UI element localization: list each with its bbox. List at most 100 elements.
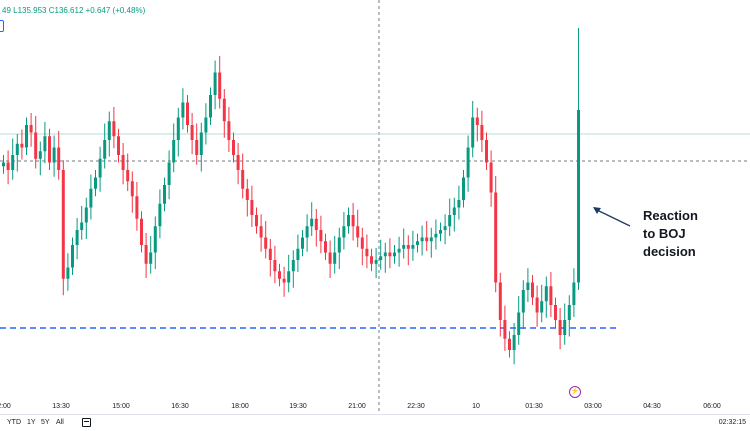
candle-body	[310, 218, 314, 227]
x-tick-label: 04:30	[643, 403, 661, 410]
candle-body	[117, 136, 120, 155]
candle-body	[374, 260, 378, 264]
candle-body	[199, 132, 203, 155]
candle-body	[34, 132, 38, 159]
ohlc-legend: 49 L135.953 C136.612 +0.647 (+0.48%)	[2, 6, 146, 15]
candle-body	[402, 245, 406, 249]
candle-body	[531, 282, 534, 298]
candle-body	[15, 143, 19, 155]
clock-readout: 02:32:15	[718, 419, 746, 426]
candle-body	[84, 207, 88, 223]
candle-body	[296, 248, 300, 260]
candle-body	[2, 162, 5, 167]
annotation-line: Reaction	[643, 208, 698, 223]
candle-body	[425, 237, 429, 242]
candle-body	[577, 110, 580, 283]
candle-body	[112, 121, 116, 137]
candle-body	[43, 136, 47, 152]
candle-body	[526, 282, 530, 290]
candle-body	[186, 102, 189, 125]
candle-body	[268, 248, 272, 260]
candle-body	[149, 252, 153, 264]
candle-body	[232, 140, 235, 155]
x-tick-label: 2:00	[0, 403, 11, 410]
candle-body	[236, 155, 240, 170]
legend-toggle-icon[interactable]	[0, 20, 4, 32]
candle-body	[406, 245, 410, 249]
range-ytd-button[interactable]: YTD	[7, 419, 21, 426]
candle-body	[383, 252, 387, 257]
candle-body	[255, 215, 258, 227]
candle-body	[462, 177, 465, 200]
candle-body	[126, 170, 130, 182]
candle-body	[448, 215, 452, 227]
candle-body	[6, 162, 10, 170]
candle-body	[489, 162, 493, 193]
candle-body	[567, 305, 571, 320]
candle-body	[388, 252, 392, 257]
candle-body	[140, 218, 143, 245]
candle-body	[241, 170, 245, 189]
candle-body	[172, 140, 176, 163]
x-tick-label: 10	[472, 403, 480, 410]
candle-body	[259, 226, 263, 238]
candle-body	[204, 117, 208, 133]
candle-body	[429, 237, 433, 242]
candle-body	[135, 196, 139, 219]
x-tick-label: 01:30	[525, 403, 543, 410]
candle-body	[195, 140, 199, 155]
candle-body	[222, 98, 226, 122]
candle-body	[494, 192, 498, 283]
candle-body	[379, 256, 383, 260]
candle-body	[305, 226, 309, 238]
candle-body	[319, 230, 323, 242]
candle-body	[512, 335, 516, 350]
candle-body	[324, 241, 327, 253]
x-tick-label: 19:30	[289, 403, 307, 410]
candle-body	[61, 170, 65, 279]
candle-body	[549, 286, 553, 305]
range-all-button[interactable]: All	[56, 419, 64, 426]
annotation-line: decision	[643, 244, 696, 259]
calendar-icon[interactable]	[82, 418, 91, 427]
candle-body	[48, 136, 51, 163]
candle-body	[144, 245, 148, 264]
range-1y-button[interactable]: 1Y	[27, 419, 36, 426]
annotation-line: to BOJ	[643, 226, 686, 241]
candle-body	[370, 256, 373, 264]
candle-body	[554, 305, 557, 320]
candle-body	[52, 147, 56, 163]
candle-body	[287, 271, 291, 283]
candle-body	[190, 125, 194, 140]
candle-body	[457, 200, 461, 208]
candle-body	[397, 248, 401, 253]
candle-body	[227, 121, 231, 140]
candle-body	[466, 147, 470, 178]
candle-body	[176, 117, 180, 140]
candle-body	[98, 158, 102, 178]
x-tick-label: 16:30	[171, 403, 189, 410]
candle-body	[130, 181, 134, 197]
candle-body	[250, 200, 254, 215]
candle-body	[434, 233, 438, 238]
candle-body	[121, 155, 125, 170]
candle-body	[521, 290, 525, 313]
candle-body	[517, 312, 521, 335]
candle-body	[103, 140, 107, 159]
candle-body	[535, 297, 539, 313]
event-marker-icon[interactable]: ⚡	[569, 386, 581, 398]
candle-body	[163, 185, 166, 204]
candle-body	[291, 260, 295, 272]
x-tick-label: 13:30	[52, 403, 70, 410]
candle-body	[365, 248, 369, 257]
annotation-arrow	[596, 209, 631, 227]
candle-body	[443, 226, 447, 230]
candle-body	[420, 237, 424, 242]
candle-body	[360, 237, 364, 249]
chart-annotation: Reaction to BOJ decision	[643, 207, 698, 261]
range-5y-button[interactable]: 5Y	[41, 419, 50, 426]
candle-body	[337, 237, 341, 253]
candle-body	[209, 95, 212, 118]
candle-body	[508, 338, 511, 350]
